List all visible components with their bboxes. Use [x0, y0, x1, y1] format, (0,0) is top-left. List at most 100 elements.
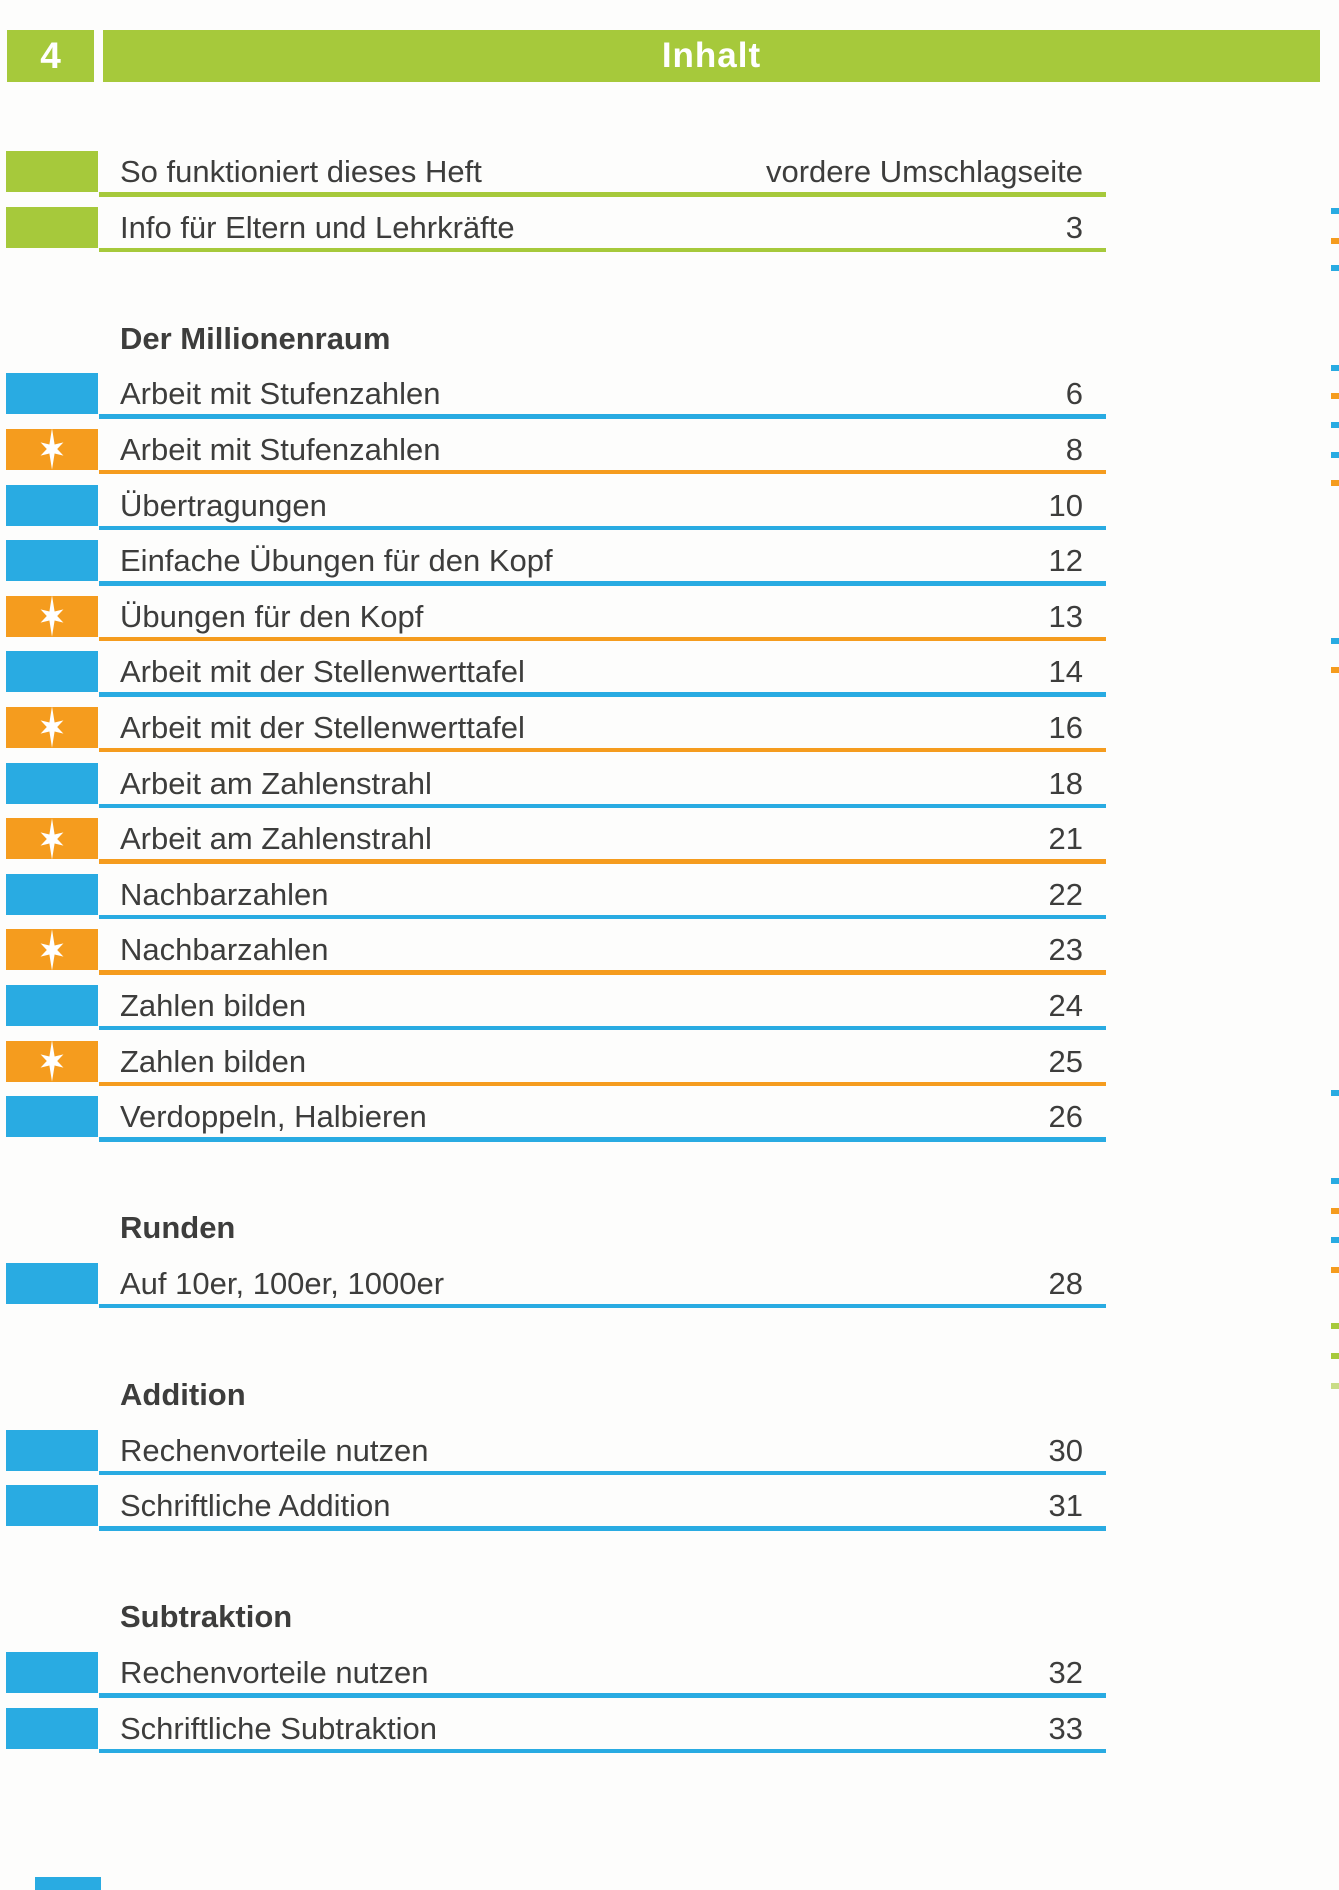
toc-entry[interactable]: Zahlen bilden 24 — [0, 984, 1339, 1031]
toc-entry[interactable]: Übertragungen 10 — [0, 484, 1339, 531]
toc-entry-label: Schriftliche Subtraktion — [120, 1710, 438, 1746]
toc-entry-page: 18 — [1048, 765, 1083, 801]
page-edge-mark — [1331, 638, 1339, 644]
color-block — [6, 817, 98, 860]
toc-entry-page: 6 — [1065, 376, 1083, 412]
toc-entry-page: 32 — [1048, 1655, 1083, 1691]
star-icon — [40, 428, 64, 471]
toc-entry-label: Arbeit mit der Stellenwerttafel — [120, 654, 525, 690]
page-edge-mark — [1331, 1267, 1339, 1273]
toc-entry[interactable]: Auf 10er, 100er, 1000er 28 — [0, 1262, 1339, 1309]
entry-underline — [99, 692, 1106, 697]
color-block — [6, 484, 98, 526]
color-block — [6, 1040, 98, 1082]
toc-entry-page: vordere Umschlagseite — [765, 154, 1083, 189]
toc-entry[interactable]: Rechenvorteile nutzen 30 — [0, 1429, 1339, 1476]
color-block — [6, 1485, 98, 1527]
entry-underline — [99, 803, 1106, 809]
section-header-label: Der Millionenraum — [120, 320, 391, 356]
toc-entry-label: Schriftliche Addition — [120, 1488, 391, 1524]
section-header: Subtraktion — [0, 1596, 1339, 1637]
page-edge-mark — [1331, 1178, 1339, 1184]
toc-entry[interactable]: Verdoppeln, Halbieren 26 — [0, 1096, 1339, 1142]
color-block — [6, 1707, 98, 1749]
toc-entry-label: Rechenvorteile nutzen — [120, 1655, 429, 1691]
toc-entry-label: Info für Eltern und Lehrkräfte — [120, 209, 515, 245]
toc-entry[interactable]: Rechenvorteile nutzen 32 — [0, 1652, 1339, 1698]
entry-underline — [99, 636, 1106, 642]
toc-entry-page: 25 — [1048, 1043, 1083, 1079]
section-header-label: Subtraktion — [120, 1599, 293, 1635]
toc-entry-page: 24 — [1048, 987, 1083, 1023]
toc-entry[interactable]: Schriftliche Addition 31 — [0, 1485, 1339, 1531]
toc-entry[interactable]: Schriftliche Subtraktion 33 — [0, 1707, 1339, 1754]
page-edge-mark — [1331, 1208, 1339, 1214]
color-block — [6, 1429, 98, 1471]
entry-underline — [99, 859, 1106, 864]
entry-underline — [99, 747, 1106, 753]
toc-entry[interactable]: Nachbarzahlen 22 — [0, 873, 1339, 920]
toc-entry-label: Arbeit am Zahlenstrahl — [120, 765, 432, 801]
page-edge-mark — [1331, 667, 1339, 673]
toc-entry-page: 23 — [1048, 932, 1083, 968]
toc-entry[interactable]: Nachbarzahlen 23 — [0, 929, 1339, 975]
color-block — [6, 873, 98, 915]
page-edge-mark — [1331, 208, 1339, 214]
toc-entry-page: 31 — [1048, 1488, 1083, 1524]
toc-entry[interactable]: Info für Eltern und Lehrkräfte 3 — [0, 206, 1339, 253]
entry-underline — [99, 1081, 1106, 1086]
toc-entry[interactable]: So funktioniert dieses Heft vordere Umsc… — [0, 151, 1339, 197]
color-block — [6, 984, 98, 1026]
toc-entry-label: Auf 10er, 100er, 1000er — [120, 1265, 445, 1301]
toc-entry[interactable]: Zahlen bilden 25 — [0, 1040, 1339, 1086]
toc-entry[interactable]: Arbeit mit der Stellenwerttafel 16 — [0, 706, 1339, 753]
entry-underline — [99, 914, 1106, 920]
color-block — [6, 762, 98, 804]
color-block — [6, 1096, 98, 1138]
entry-underline — [99, 1137, 1106, 1142]
toc-entry-page: 21 — [1048, 821, 1083, 857]
page-edge-mark — [1331, 1383, 1339, 1389]
page-edge-mark — [1331, 1353, 1339, 1359]
toc-entry-page: 14 — [1048, 654, 1083, 690]
entry-underline — [99, 1693, 1106, 1698]
section-header: Runden — [0, 1207, 1339, 1248]
toc-entry-page: 16 — [1048, 709, 1083, 745]
entry-underline — [99, 247, 1106, 253]
toc-entry-page: 22 — [1048, 876, 1083, 912]
toc-entry-label: Übungen für den Kopf — [120, 598, 424, 634]
toc-entry-label: Zahlen bilden — [120, 987, 307, 1023]
page-edge-mark — [1331, 452, 1339, 458]
star-icon — [40, 706, 64, 749]
toc-entry[interactable]: Arbeit am Zahlenstrahl 21 — [0, 817, 1339, 864]
toc-entry-label: Rechenvorteile nutzen — [120, 1432, 429, 1468]
entry-underline — [99, 192, 1106, 197]
entry-underline — [99, 1748, 1106, 1754]
color-block — [6, 595, 98, 638]
toc-entry[interactable]: Übungen für den Kopf 13 — [0, 595, 1339, 642]
next-page-tab-sliver — [35, 1877, 101, 1890]
color-block — [6, 428, 98, 471]
page-edge-mark — [1331, 265, 1339, 271]
page-edge-mark — [1331, 1090, 1339, 1096]
toc-entry[interactable]: Arbeit mit Stufenzahlen 8 — [0, 428, 1339, 475]
entry-underline — [99, 1303, 1106, 1309]
toc-entry[interactable]: Arbeit am Zahlenstrahl 18 — [0, 762, 1339, 809]
star-icon — [40, 1040, 64, 1082]
page-edge-mark — [1331, 1237, 1339, 1243]
page-edge-mark — [1331, 238, 1339, 244]
page-edge-mark — [1331, 480, 1339, 486]
toc-entry-label: Einfache Übungen für den Kopf — [120, 543, 553, 579]
toc-entry[interactable]: Arbeit mit der Stellenwerttafel 14 — [0, 651, 1339, 697]
color-block — [6, 373, 98, 415]
toc-entry-page: 26 — [1048, 1099, 1083, 1135]
toc-entry[interactable]: Arbeit mit Stufenzahlen 6 — [0, 373, 1339, 419]
toc-entry-label: Übertragungen — [120, 487, 327, 523]
toc-entry[interactable]: Einfache Übungen für den Kopf 12 — [0, 540, 1339, 586]
entry-underline — [99, 414, 1106, 419]
toc-entry-label: Arbeit am Zahlenstrahl — [120, 821, 432, 857]
entry-underline — [99, 1470, 1106, 1476]
color-block — [6, 651, 98, 693]
color-block — [6, 206, 98, 248]
